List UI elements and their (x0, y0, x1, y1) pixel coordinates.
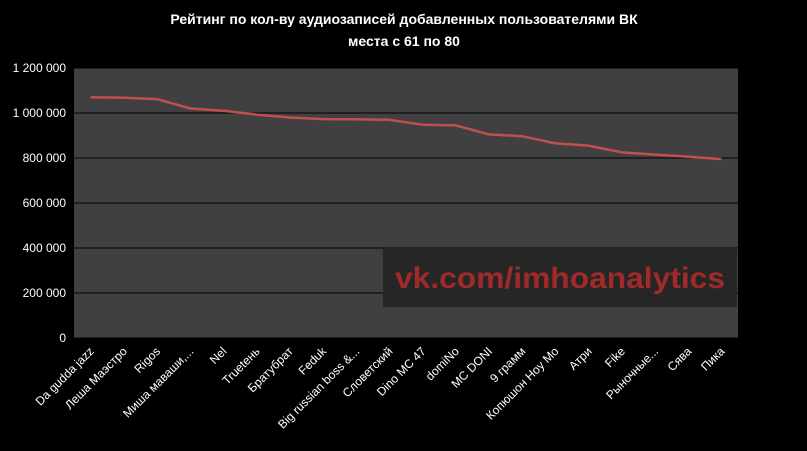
y-tick-label: 400 000 (23, 241, 67, 255)
y-tick-label: 800 000 (23, 151, 67, 165)
series-line (90, 96, 722, 161)
chart-title: Рейтинг по кол-ву аудиозаписей добавленн… (170, 11, 638, 27)
y-axis-ticks: 0 200 000 400 000 600 000 800 000 1 000 000 1 … (13, 61, 67, 345)
y-tick-label: 1 200 000 (13, 61, 67, 75)
watermark-text: vk.com/imhoanalytics (395, 262, 725, 295)
series-line-group (90, 96, 722, 161)
y-tick-label: 600 000 (23, 196, 67, 210)
watermark-box (383, 247, 737, 307)
chart-subtitle: места с 61 по 80 (348, 33, 460, 49)
y-tick-label: 0 (59, 331, 66, 345)
y-tick-label: 1 000 000 (13, 106, 67, 120)
watermark: vk.com/imhoanalytics (383, 247, 737, 307)
y-tick-label: 200 000 (23, 286, 67, 300)
